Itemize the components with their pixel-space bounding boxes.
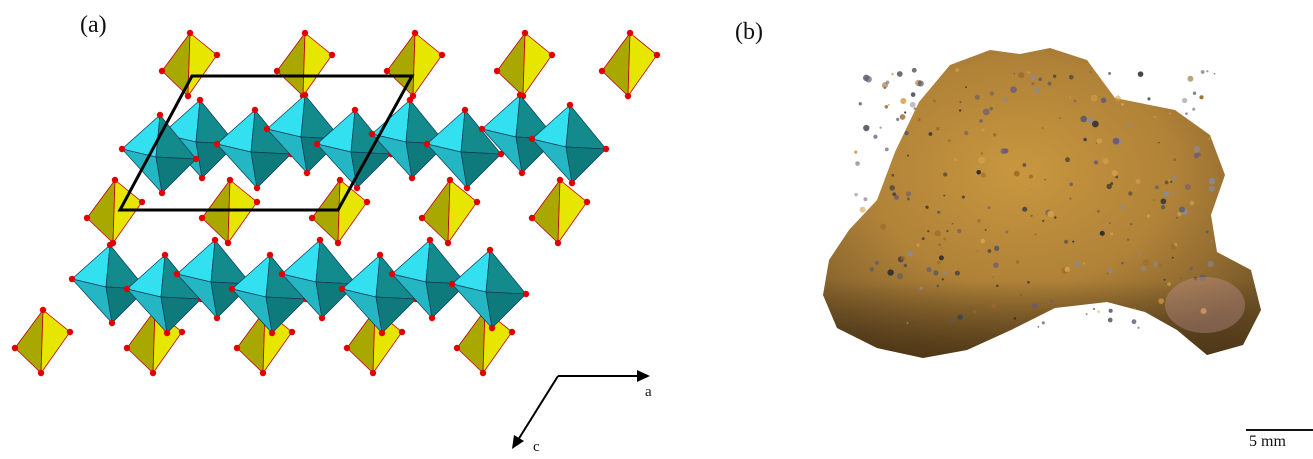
tetrahedron (11, 306, 74, 377)
tetrahedron (158, 29, 221, 100)
octahedron (278, 236, 360, 322)
axis-c-label: c (533, 439, 540, 455)
tetrahedron (418, 176, 481, 247)
tetrahedron (493, 29, 556, 100)
octahedron (388, 236, 470, 322)
tetrahedron (383, 29, 446, 100)
scale-bar-label: 5 mm (1249, 433, 1286, 450)
panel-a-label: (a) (80, 12, 107, 38)
octahedron (263, 91, 345, 177)
tetrahedron (528, 176, 591, 247)
octahedron (528, 101, 610, 187)
panel-b-label: (b) (735, 19, 763, 45)
axis-a-label: a (645, 384, 652, 400)
tetrahedron (598, 29, 661, 100)
unit-cell-outline (117, 74, 415, 212)
scale-bar (1246, 429, 1313, 431)
tetrahedron (273, 29, 336, 100)
crystal-structure-diagram (11, 29, 661, 449)
octahedron (448, 246, 530, 332)
axis-arrows (512, 370, 650, 449)
mineral-crystals (854, 67, 1245, 333)
mineral-specimen-photo (823, 48, 1261, 358)
